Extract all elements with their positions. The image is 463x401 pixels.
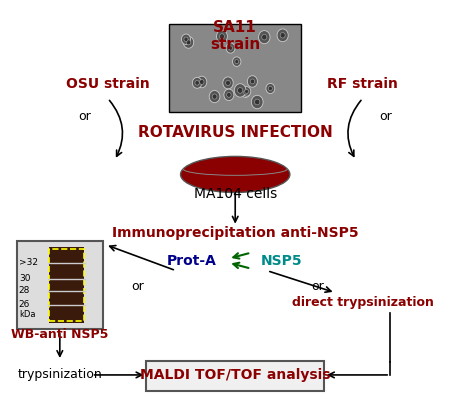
Text: or: or (379, 110, 392, 123)
Ellipse shape (250, 79, 255, 84)
Ellipse shape (183, 36, 194, 48)
Ellipse shape (212, 94, 217, 99)
Text: MA104 cells: MA104 cells (194, 188, 277, 201)
Ellipse shape (192, 77, 202, 88)
Text: OSU strain: OSU strain (66, 77, 150, 91)
Bar (169, 24, 301, 112)
Ellipse shape (197, 76, 207, 88)
Ellipse shape (277, 29, 288, 42)
Ellipse shape (238, 87, 243, 93)
Ellipse shape (186, 40, 191, 45)
Ellipse shape (219, 34, 225, 39)
Ellipse shape (217, 30, 227, 43)
Ellipse shape (181, 34, 191, 45)
Ellipse shape (200, 79, 204, 85)
Ellipse shape (232, 57, 241, 67)
Ellipse shape (244, 90, 248, 95)
Text: 28: 28 (19, 286, 30, 295)
Ellipse shape (181, 156, 290, 192)
Ellipse shape (255, 99, 260, 105)
Text: 30: 30 (19, 274, 30, 283)
Text: NSP5: NSP5 (260, 254, 302, 267)
Text: direct trypsinization: direct trypsinization (292, 296, 434, 309)
Text: or: or (311, 280, 324, 293)
Text: SA11
strain: SA11 strain (210, 20, 260, 53)
Text: or: or (79, 110, 91, 123)
Ellipse shape (280, 32, 285, 38)
Bar (49, 249, 84, 321)
Text: Immunoprecipitation anti-NSP5: Immunoprecipitation anti-NSP5 (112, 226, 358, 239)
Bar (50, 247, 84, 323)
Text: WB-anti NSP5: WB-anti NSP5 (11, 328, 108, 341)
Text: trypsinization: trypsinization (18, 369, 102, 381)
Ellipse shape (269, 86, 272, 91)
Ellipse shape (242, 87, 251, 96)
Ellipse shape (225, 80, 231, 85)
Text: Prot-A: Prot-A (167, 254, 217, 267)
Text: 26: 26 (19, 300, 30, 309)
Ellipse shape (195, 81, 199, 85)
Ellipse shape (184, 37, 188, 41)
Ellipse shape (258, 30, 270, 44)
Text: MALDI TOF/TOF analysis: MALDI TOF/TOF analysis (140, 368, 331, 382)
Ellipse shape (209, 91, 220, 103)
Ellipse shape (244, 89, 249, 93)
Ellipse shape (234, 84, 246, 97)
Ellipse shape (226, 43, 235, 53)
Ellipse shape (224, 89, 234, 101)
Text: or: or (131, 280, 144, 293)
Text: ROTAVIRUS INFECTION: ROTAVIRUS INFECTION (138, 125, 332, 140)
Text: >32: >32 (19, 258, 38, 267)
Bar (17, 241, 103, 329)
Ellipse shape (266, 83, 275, 93)
Ellipse shape (247, 76, 257, 87)
Ellipse shape (251, 95, 263, 109)
FancyBboxPatch shape (146, 361, 324, 391)
Ellipse shape (241, 87, 250, 97)
Text: RF strain: RF strain (327, 77, 398, 91)
Ellipse shape (229, 46, 232, 50)
Ellipse shape (262, 34, 267, 40)
Text: kDa: kDa (19, 310, 35, 319)
Ellipse shape (226, 92, 231, 97)
Ellipse shape (223, 77, 233, 89)
Ellipse shape (235, 60, 238, 64)
